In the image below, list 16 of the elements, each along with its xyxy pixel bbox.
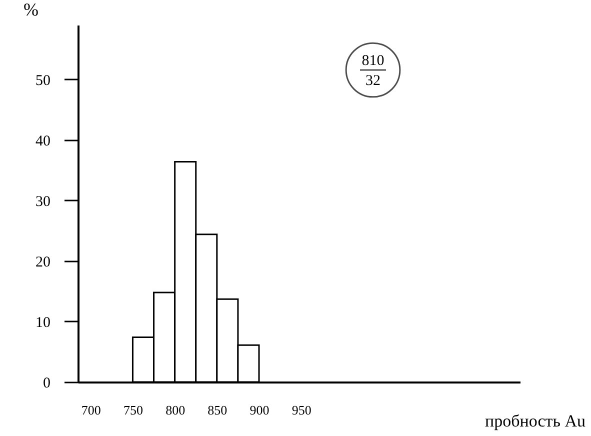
- x-tick-label: 700: [81, 402, 101, 418]
- y-tick-label: 0: [43, 376, 50, 392]
- y-tick-label: 50: [36, 72, 50, 89]
- annotation: 32: [366, 73, 380, 89]
- x-tick-label: 900: [250, 402, 270, 418]
- y-tick-label: 40: [36, 133, 50, 150]
- x-tick-label: 950: [292, 402, 312, 418]
- y-tick-label: 30: [36, 194, 50, 210]
- x-axis-title: пробность Au: [484, 412, 586, 430]
- x-tick-label: 800: [166, 402, 186, 418]
- annotation: 810: [362, 53, 384, 69]
- y-tick-label: 20: [36, 254, 50, 270]
- x-tick-label: 750: [123, 402, 143, 418]
- x-tick-label: 850: [208, 402, 228, 418]
- y-tick-label: 10: [36, 314, 50, 331]
- y-axis-title: %: [24, 0, 38, 20]
